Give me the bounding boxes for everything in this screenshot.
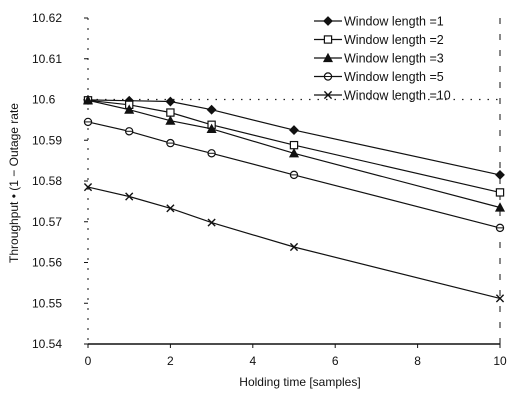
series-3 <box>82 95 506 212</box>
y-tick-label: 10.59 <box>32 133 62 147</box>
legend: Window length =1 Window length =2 Window l… <box>314 15 451 103</box>
data-point <box>83 183 93 192</box>
legend-label: Window length =3 <box>344 52 444 66</box>
data-point <box>495 223 505 233</box>
y-tick-label: 10.54 <box>32 337 62 351</box>
legend-label: Window length =10 <box>344 89 451 103</box>
data-point <box>166 108 175 117</box>
data-point <box>322 52 334 63</box>
y-tick-label: 10.58 <box>32 174 62 188</box>
legend-label: Window length =1 <box>344 15 444 29</box>
data-point <box>206 123 217 133</box>
data-point <box>166 204 175 213</box>
y-tick-label: 10.62 <box>32 11 62 25</box>
y-tick-label: 10.6 <box>32 93 56 107</box>
series-line <box>87 186 501 299</box>
y-tick-label: 10.55 <box>32 296 62 310</box>
data-point <box>289 125 299 135</box>
data-point <box>82 95 94 105</box>
series-4 <box>83 117 505 233</box>
data-point <box>125 192 134 201</box>
data-point <box>124 104 135 114</box>
y-tick-label: 10.61 <box>32 52 62 66</box>
data-point <box>165 115 176 125</box>
x-tick-label: 2 <box>167 354 174 368</box>
x-tick-label: 4 <box>249 354 256 368</box>
legend-entry: Window length =10 <box>314 89 451 103</box>
data-point <box>289 242 299 252</box>
y-axis-title: Throughput • (1 − Outage rate <box>7 103 21 263</box>
data-point <box>323 16 333 26</box>
legend-label: Window length =5 <box>344 70 444 84</box>
data-point <box>207 218 216 227</box>
series-line <box>87 99 501 193</box>
data-point <box>495 188 505 197</box>
x-tick-label: 0 <box>85 354 92 368</box>
data-point <box>323 90 333 100</box>
data-point <box>207 149 216 158</box>
data-point <box>495 169 505 180</box>
data-point <box>83 117 93 127</box>
x-tick-label: 10 <box>493 354 507 368</box>
legend-entry: Window length =5 <box>314 70 444 84</box>
data-point <box>494 202 506 212</box>
x-axis-title: Holding time [samples] <box>239 375 360 389</box>
series-5 <box>83 183 505 303</box>
x-tick-label: 8 <box>414 354 421 368</box>
data-point <box>206 104 217 115</box>
data-point <box>323 35 333 44</box>
series-line <box>87 99 501 176</box>
y-tick-label: 10.57 <box>32 215 62 229</box>
series-layer <box>82 95 506 303</box>
data-point <box>323 72 333 81</box>
data-point <box>124 127 134 136</box>
legend-entry: Window length =2 <box>314 33 444 47</box>
legend-label: Window length =2 <box>344 33 444 47</box>
legend-entry: Window length =3 <box>314 52 444 66</box>
series-2 <box>83 96 505 197</box>
legend-entry: Window length =1 <box>314 15 444 29</box>
series-line <box>87 99 501 209</box>
data-point <box>289 170 299 180</box>
y-tick-label: 10.56 <box>32 256 62 270</box>
data-point <box>495 294 505 303</box>
x-tick-label: 6 <box>332 354 339 368</box>
data-point <box>166 138 175 148</box>
data-point <box>289 140 299 150</box>
axes-layer: 10.54 10.55 10.56 10.57 10.58 10.59 10.6 10.61 1… <box>32 11 507 368</box>
data-point <box>165 96 176 107</box>
data-point <box>288 148 300 158</box>
series-line <box>87 121 501 229</box>
